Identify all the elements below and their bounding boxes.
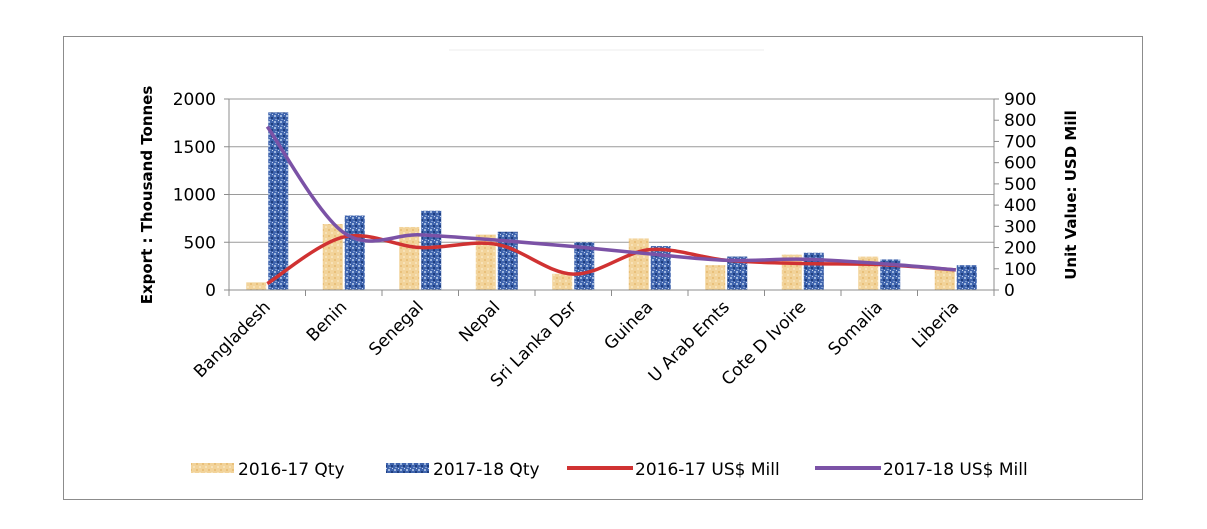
right-tick-label: 900 <box>1004 90 1036 110</box>
category-label: Nepal <box>455 297 504 346</box>
category-label: Bangladesh <box>190 297 275 382</box>
line-layer <box>265 125 956 286</box>
left-tick-label: 0 <box>205 281 216 301</box>
left-tick-label: 1500 <box>173 138 216 158</box>
right-tick-label: 800 <box>1004 111 1036 131</box>
left-axis-title: Export : Thousand Tonnes <box>138 86 156 305</box>
bar-2017-18-qty <box>574 242 595 290</box>
bar-2016-17-qty <box>322 224 343 290</box>
left-axis-ticks: 0 500 1000 1500 2000 <box>173 90 216 301</box>
category-label: Somalia <box>825 297 887 359</box>
bar-2017-18-qty <box>727 256 748 290</box>
category-label: Senegal <box>365 297 428 360</box>
line-2016-17-usd <box>266 233 956 286</box>
left-tick-label: 500 <box>184 233 216 253</box>
bar-2016-17-qty <box>628 238 649 290</box>
right-tick-label: 400 <box>1004 196 1036 216</box>
bar-2016-17-qty <box>399 226 420 290</box>
right-tick-label: 0 <box>1004 281 1015 301</box>
legend-label: 2017-18 US$ Mill <box>883 460 1028 480</box>
right-axis-title: Unit Value: USD Mill <box>1062 110 1080 280</box>
legend-label: 2017-18 Qty <box>433 460 540 480</box>
bar-2016-17-qty <box>475 234 496 290</box>
legend-swatch-2016-17-qty <box>191 463 234 473</box>
right-tick-label: 500 <box>1004 175 1036 195</box>
bar-2017-18-qty <box>268 112 289 291</box>
bar-2017-18-qty <box>421 210 442 290</box>
bar-2016-17-qty <box>934 268 955 290</box>
legend-label: 2016-17 US$ Mill <box>635 460 780 480</box>
bar-2016-17-qty <box>705 265 726 290</box>
legend-swatch-2017-18-qty <box>386 463 429 473</box>
right-tick-label: 100 <box>1004 260 1036 280</box>
gridlines <box>229 98 994 243</box>
legend: 2016-17 Qty 2017-18 Qty 2016-17 US$ Mill 20… <box>191 460 1028 480</box>
category-label: Guinea <box>600 297 657 354</box>
axes-layer <box>224 98 999 296</box>
right-tick-label: 600 <box>1004 154 1036 174</box>
left-tick-label: 2000 <box>173 90 216 110</box>
right-tick-label: 300 <box>1004 217 1036 237</box>
category-label: Liberia <box>908 297 963 352</box>
left-tick-label: 1000 <box>173 186 216 206</box>
legend-label: 2016-17 Qty <box>238 460 345 480</box>
bar-2016-17-qty <box>246 282 267 290</box>
bar-2016-17-qty <box>552 273 573 290</box>
right-tick-label: 200 <box>1004 239 1036 259</box>
bar-2017-18-qty <box>956 265 977 290</box>
category-label: Benin <box>303 297 351 345</box>
line-2017-18-usd <box>265 125 956 272</box>
bar-2017-18-qty <box>344 215 365 290</box>
chart-frame: 0 500 1000 1500 2000 0 100 200 300 400 500 600 700 8… <box>63 36 1143 500</box>
right-tick-label: 700 <box>1004 132 1036 152</box>
